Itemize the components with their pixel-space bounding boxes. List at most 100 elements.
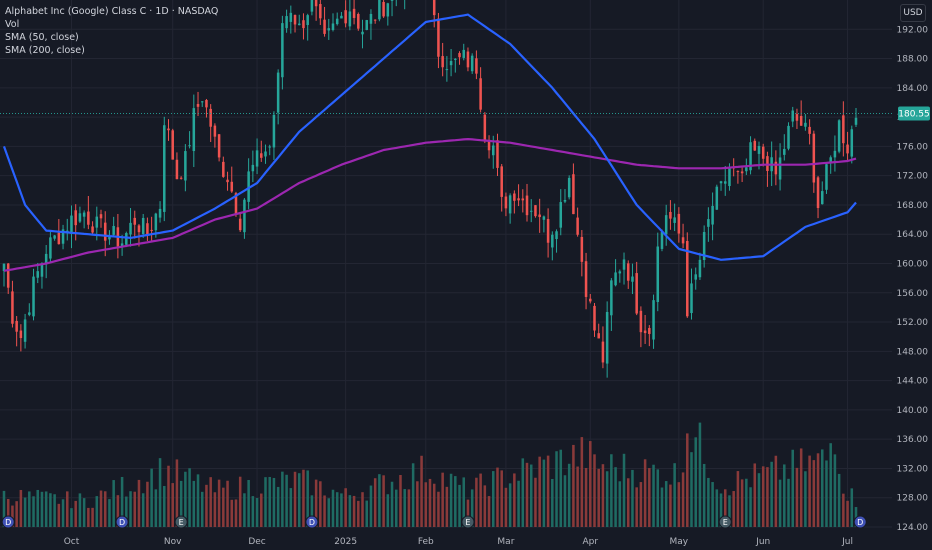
candle-body <box>327 28 331 31</box>
volume-bar <box>238 476 242 527</box>
candle-body <box>778 157 782 180</box>
candle-body <box>40 263 44 277</box>
price-tick-label: 124.00 <box>897 523 929 533</box>
candle-body <box>217 134 221 158</box>
price-tick-label: 188.00 <box>897 55 929 65</box>
candle-body <box>610 280 613 316</box>
candle-body <box>340 15 343 19</box>
candle-body <box>103 222 107 241</box>
event-marker-label: E <box>179 518 184 527</box>
candle-body <box>226 179 229 183</box>
volume-bar <box>470 489 474 527</box>
candle-body <box>833 150 837 158</box>
candle-body <box>690 283 693 314</box>
candle-body <box>15 320 18 332</box>
price-tick-label: 136.00 <box>897 435 929 445</box>
event-marker-label: D <box>857 518 863 527</box>
legend-volume[interactable]: Vol <box>5 19 20 30</box>
volume-bar <box>702 463 706 527</box>
volume-bar <box>154 489 158 527</box>
price-axis-background <box>892 0 932 550</box>
sma-50-line <box>2 13 857 261</box>
volume-bar <box>226 480 229 527</box>
volume-bar <box>420 455 423 527</box>
candle-body <box>213 125 217 137</box>
candle-body <box>454 58 457 60</box>
volume-bar <box>749 487 752 527</box>
time-axis-background <box>0 531 932 550</box>
volume-bar <box>816 453 820 527</box>
volume-bar <box>711 482 714 527</box>
candle-body <box>715 186 719 210</box>
event-marker-e <box>461 515 475 529</box>
volume-bar <box>698 422 702 527</box>
volume-bar <box>483 485 487 527</box>
time-axis[interactable]: Oct Nov Dec 2025 Feb Mar Apr May Jun Jul <box>0 531 932 550</box>
currency-button[interactable]: USD <box>900 4 926 22</box>
candle-body <box>323 19 326 34</box>
volume-bar <box>95 496 99 527</box>
volume-bar <box>293 471 297 527</box>
candle-body <box>761 146 765 159</box>
volume-bar <box>150 468 153 527</box>
candle-body <box>314 0 318 7</box>
volume-bar <box>648 468 651 527</box>
candle-body <box>626 263 630 281</box>
candle-body <box>310 0 314 12</box>
volume-bar <box>542 459 546 527</box>
volume-bar <box>103 491 107 527</box>
candle-body <box>238 218 242 231</box>
volume-bar <box>285 474 288 527</box>
volume-bar <box>323 495 326 527</box>
candle-body <box>150 229 153 231</box>
grid-lines <box>0 0 892 528</box>
candle-body <box>774 161 778 175</box>
candle-body <box>525 195 529 216</box>
candle-body <box>171 130 174 160</box>
price-axis[interactable]: 128.00 132.00 136.00 140.00 144.00 148.00 152.… <box>892 0 932 550</box>
volume-bar <box>2 490 6 527</box>
volume-bar <box>276 486 280 527</box>
volume-bar <box>664 481 668 527</box>
candle-body <box>432 0 436 16</box>
candle-body <box>200 101 204 103</box>
candle-body <box>648 328 651 334</box>
volume-bar <box>23 497 27 527</box>
candle-body <box>681 237 685 244</box>
sma-200-line <box>3 138 857 272</box>
volume-bar <box>538 456 541 527</box>
volume-bar <box>601 464 605 527</box>
candle-body <box>804 122 807 127</box>
symbol-title[interactable]: Alphabet Inc (Google) Class C · 1D · NAS… <box>5 6 219 17</box>
candle-body <box>234 193 238 215</box>
price-tick-label: 168.00 <box>897 201 929 211</box>
candle-body <box>825 164 828 190</box>
price-tick-label: 156.00 <box>897 289 929 299</box>
volume-bar <box>445 486 449 527</box>
volume-bar <box>112 480 115 527</box>
volume-bar <box>479 473 482 527</box>
volume-bar <box>622 453 626 527</box>
candle-body <box>711 205 714 225</box>
volume-bar <box>319 481 322 527</box>
volume-bar <box>504 487 508 527</box>
candle-body <box>344 10 347 24</box>
candle-body <box>137 225 141 233</box>
legend-sma50[interactable]: SMA (50, close) <box>5 32 79 43</box>
candle-body <box>184 151 187 181</box>
volume-bar <box>723 489 727 527</box>
candle-body <box>352 8 356 18</box>
volume-bar <box>673 463 676 527</box>
volume-bar <box>302 469 305 527</box>
volume-bar <box>167 465 170 527</box>
candle-body <box>546 219 550 243</box>
legend-sma200[interactable]: SMA (200, close) <box>5 45 85 56</box>
volume-bar <box>125 496 128 527</box>
candle-body <box>702 232 706 260</box>
volume-bar <box>49 493 52 527</box>
volume-bar <box>719 493 723 527</box>
candle-body <box>850 129 854 157</box>
candle-body <box>445 69 449 71</box>
volume-bar <box>141 493 145 527</box>
